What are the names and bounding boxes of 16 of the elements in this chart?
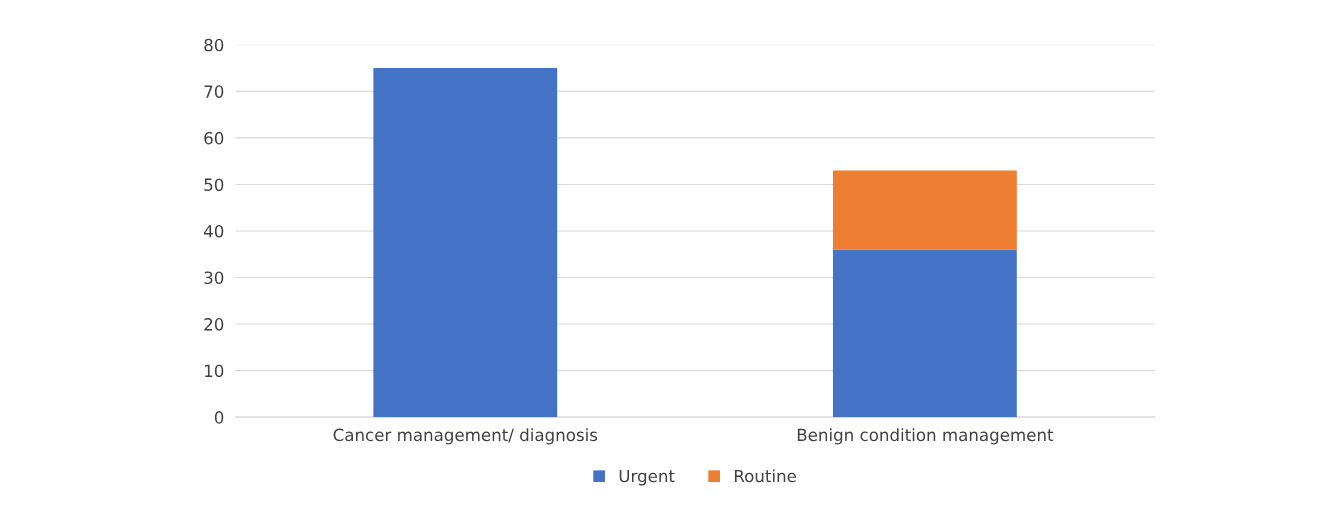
y-tick-label: 40 <box>203 224 224 238</box>
bar <box>373 68 558 418</box>
bar <box>832 249 1017 418</box>
y-tick-label: 80 <box>204 38 224 52</box>
legend-label: Urgent <box>619 469 675 486</box>
y-tick-label: 20 <box>204 318 224 331</box>
bar <box>832 170 1017 250</box>
x-tick-label: Cancer management/ diagnosis <box>333 428 598 445</box>
y-tick-label: 70 <box>204 85 224 98</box>
legend-label: Routine <box>734 469 796 483</box>
y-tick-label: 30 <box>204 271 224 285</box>
x-tick-label: Benign condition management <box>797 428 1054 445</box>
y-tick-label: 0 <box>214 411 224 424</box>
y-tick-label: 60 <box>204 131 224 145</box>
y-tick-label: 10 <box>205 364 224 378</box>
y-tick-label: 50 <box>204 178 224 191</box>
